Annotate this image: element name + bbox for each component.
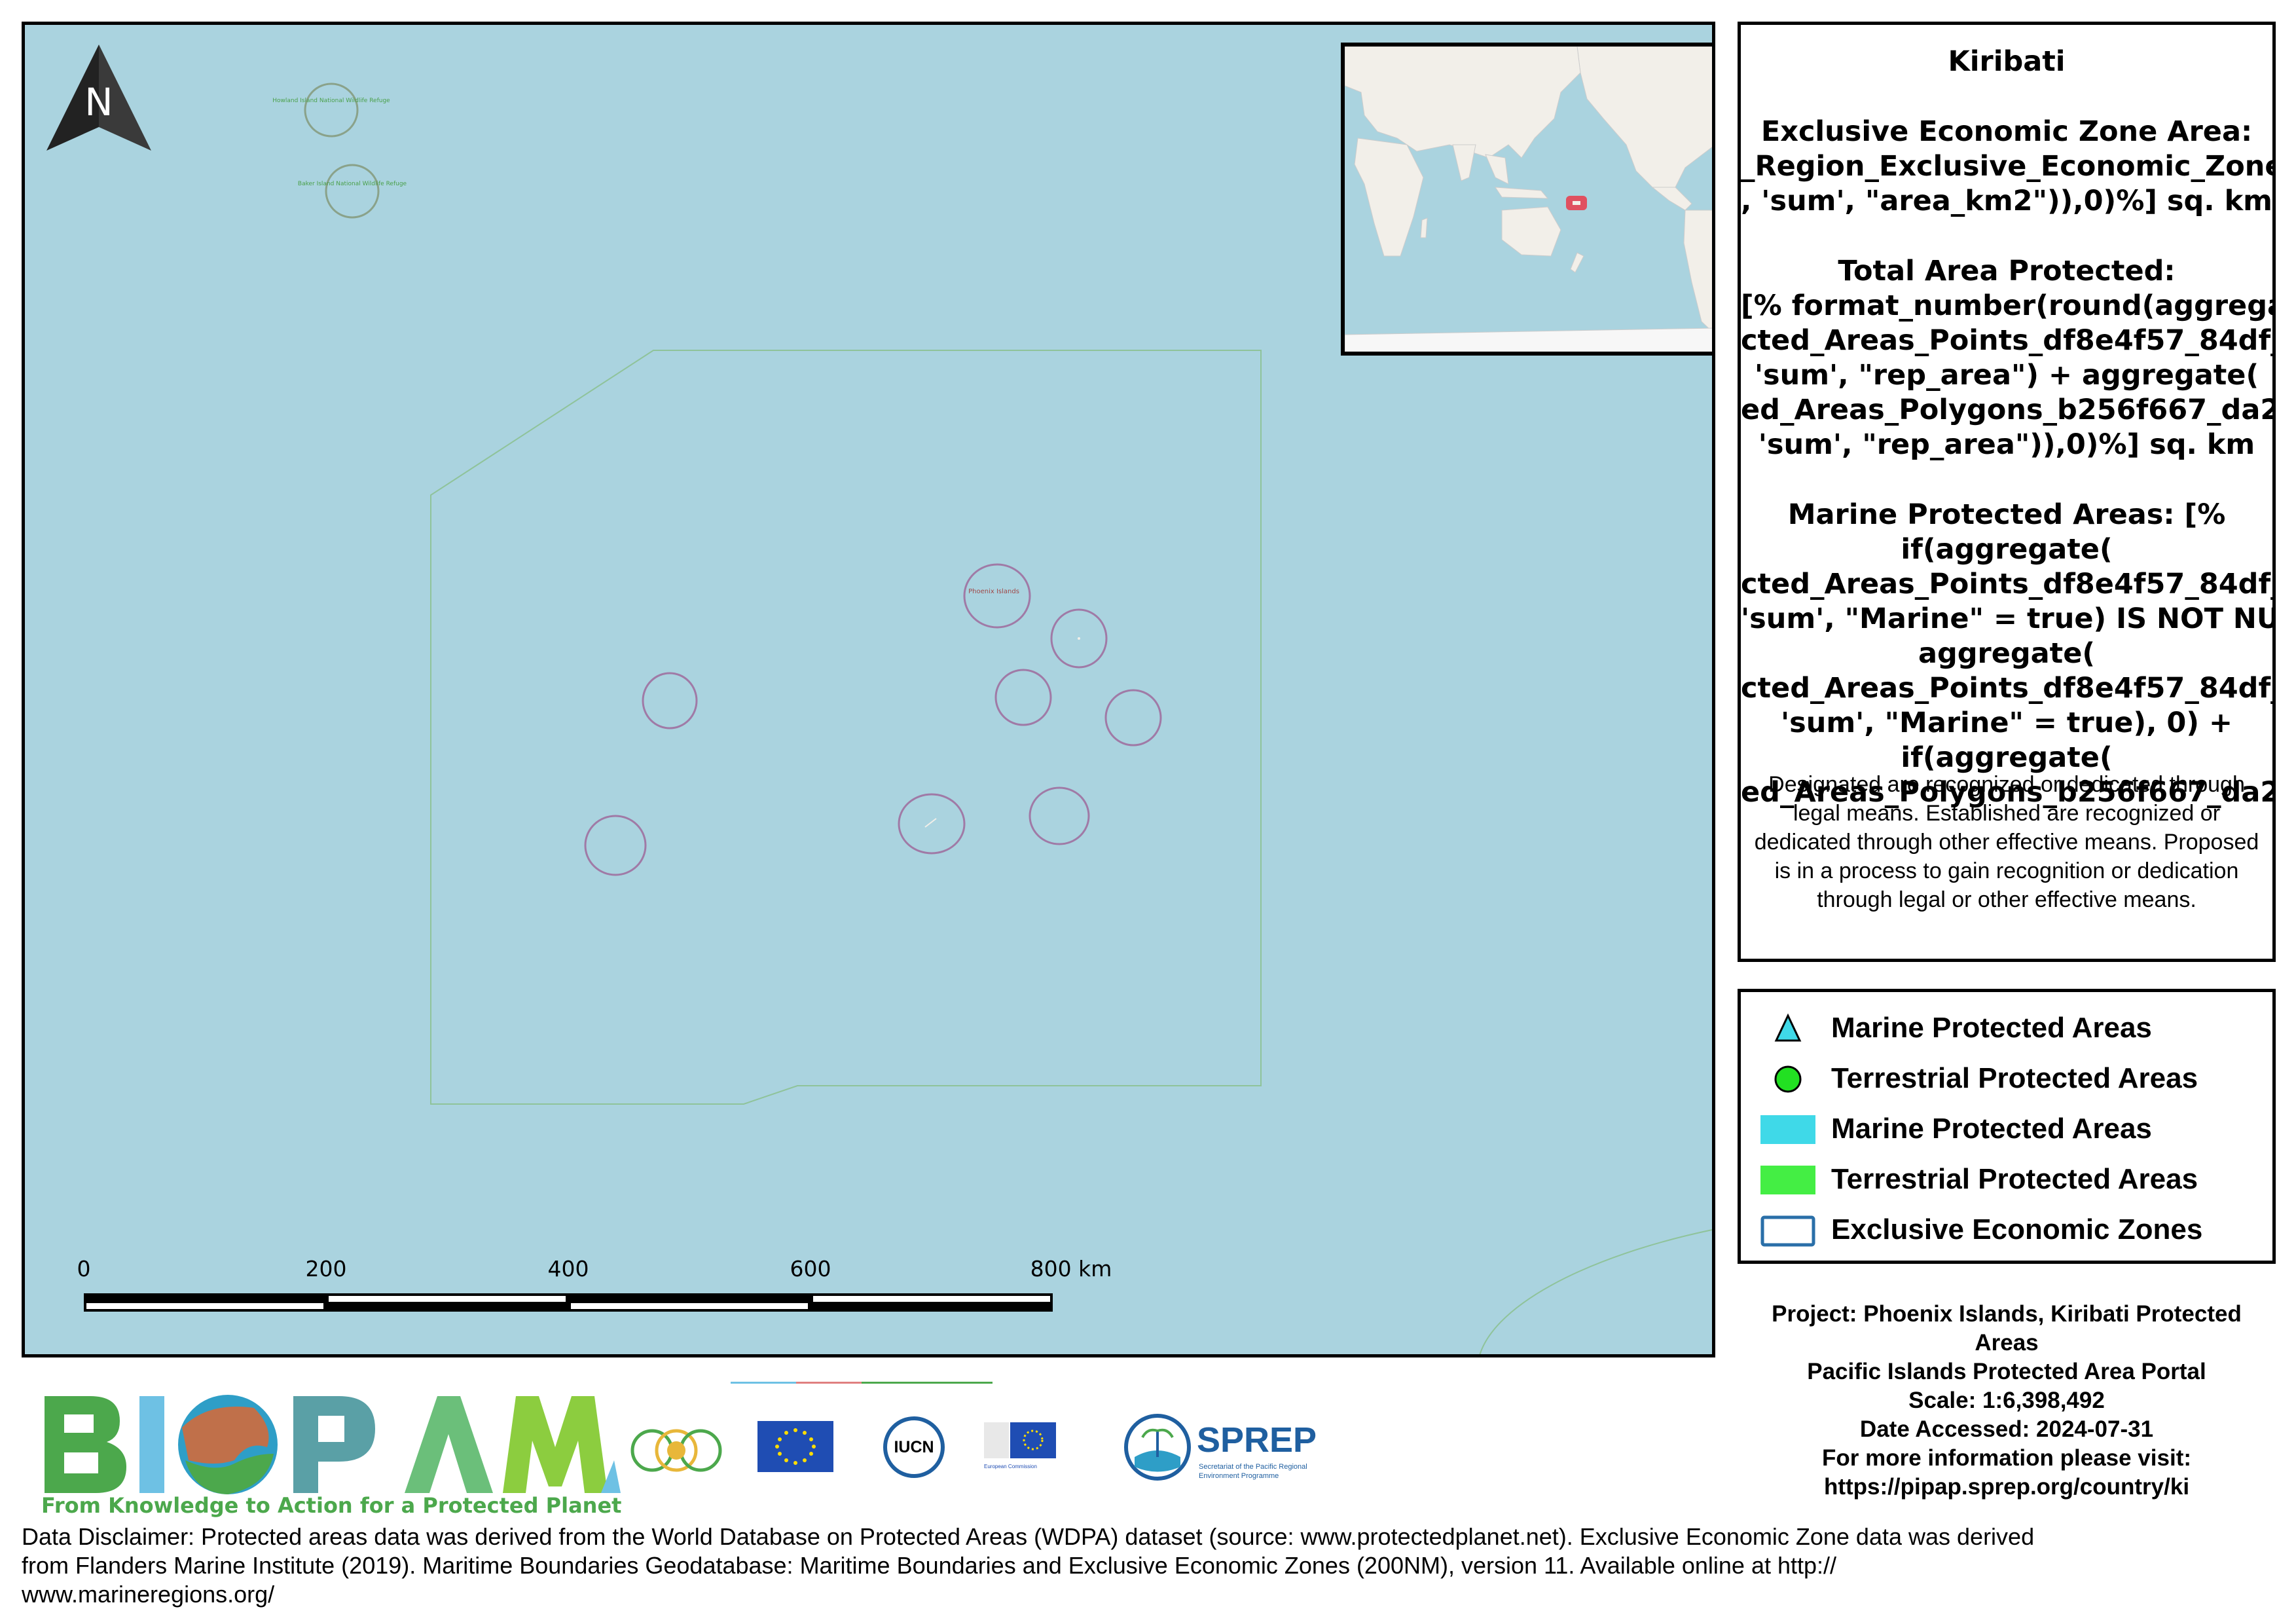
- mpa-expr-line: if(aggregate(: [1901, 741, 2113, 774]
- inset-world-map: [1345, 46, 1712, 352]
- data-disclaimer: Data Disclaimer: Protected areas data wa…: [22, 1522, 2274, 1609]
- main-map[interactable]: Howland Island National Wildlife Refuge …: [22, 22, 1715, 1357]
- sprep-wordmark: SPREP: [1197, 1420, 1317, 1460]
- mpa-expr-line: if(aggregate(: [1901, 533, 2113, 566]
- biopama-tagline: From Knowledge to Action for a Protected…: [41, 1493, 622, 1518]
- total-expr-line: 'sum', "rep_area")),0)%] sq. km: [1758, 428, 2255, 461]
- date-accessed: Date Accessed: 2024-07-31: [1859, 1416, 2154, 1442]
- mpa-expr-line: Marine Protected Areas: [%: [1787, 498, 2226, 531]
- island-pa-circle[interactable]: [994, 669, 1052, 726]
- country-url[interactable]: https://pipap.sprep.org/country/ki: [1823, 1474, 2190, 1500]
- mpa-expr-line: 'sum', "Marine" = true), 0) +: [1780, 707, 2232, 739]
- fill-swatch-icon: [1760, 1166, 1815, 1194]
- outline-swatch-icon: [1760, 1215, 1815, 1247]
- inset-locator-map[interactable]: [1341, 43, 1712, 356]
- total-heading: Total Area Protected:: [1838, 255, 2176, 287]
- legend-label: Marine Protected Areas: [1831, 1113, 2152, 1145]
- total-expr-line: ed_Areas_Polygons_b256f667_da27_4: [1741, 394, 2276, 426]
- howland-label: Howland Island National Wildlife Refuge: [272, 98, 390, 104]
- mpa-expr-line: ed_Areas_Polygons_b256f667_da27_4: [1741, 776, 2276, 809]
- biopama-logo: [45, 1395, 621, 1494]
- phoenix-label: Phoenix Islands: [968, 588, 1019, 595]
- scale-tick-200: 200: [305, 1256, 347, 1282]
- mpa-expr-line: 'sum', "Marine" = true) IS NOT NULL,: [1741, 602, 2276, 635]
- iucn-logo: IUCN: [883, 1416, 945, 1478]
- disclaimer-line: from Flanders Marine Institute (2019). M…: [22, 1552, 1837, 1579]
- legend-label: Marine Protected Areas: [1831, 1012, 2152, 1044]
- project-line: Project: Phoenix Islands, Kiribati Prote…: [1772, 1301, 2242, 1327]
- scale-tick-600: 600: [790, 1256, 831, 1282]
- legend: Marine Protected Areas Terrestrial Prote…: [1738, 989, 2276, 1264]
- circle-icon: [1774, 1065, 1802, 1093]
- color-strip: [731, 1382, 993, 1384]
- eez-expr-line: , 'sum', "area_km2")),0)%] sq. km: [1741, 185, 2272, 217]
- european-commission-logo: European Commission: [984, 1422, 1056, 1469]
- partner-logos: From Knowledge to Action for a Protected…: [22, 1382, 1370, 1526]
- island-pa-circle[interactable]: [898, 793, 966, 855]
- portal-name: Pacific Islands Protected Area Portal: [1807, 1359, 2206, 1384]
- baker-label: Baker Island National Wildlife Refuge: [298, 181, 407, 187]
- status-description: Designated are recognized or dedicated t…: [1754, 772, 2259, 912]
- legend-item-mpa-polygon: Marine Protected Areas: [1741, 1107, 2272, 1153]
- triangle-icon: [1774, 1013, 1802, 1042]
- scale-tick-400: 400: [547, 1256, 589, 1282]
- total-expr-line: cted_Areas_Points_df8e4f57_84df_483: [1741, 324, 2272, 357]
- island-pa-circle[interactable]: [642, 672, 698, 729]
- total-expr-line: 'sum', "rep_area") + aggregate(: [1754, 359, 2259, 392]
- legend-label: Terrestrial Protected Areas: [1831, 1163, 2198, 1195]
- acp-logo: [630, 1429, 722, 1472]
- baker-island-pa[interactable]: Baker Island National Wildlife Refuge: [298, 164, 407, 219]
- legend-label: Exclusive Economic Zones: [1831, 1213, 2203, 1246]
- legend-item-mpa-point: Marine Protected Areas: [1741, 1006, 2272, 1052]
- mpa-expr-line: cted_Areas_Points_df8e4f57_84df_483: [1741, 672, 2272, 705]
- legend-item-eez: Exclusive Economic Zones: [1741, 1208, 2272, 1254]
- north-arrow: N: [43, 42, 155, 157]
- scale-tick-800: 800 km: [1030, 1256, 1112, 1282]
- north-letter: N: [84, 80, 113, 124]
- ec-wordmark: European Commission: [984, 1464, 1037, 1469]
- legend-item-tpa-point: Terrestrial Protected Areas: [1741, 1057, 2272, 1103]
- scale-tick-0: 0: [77, 1256, 91, 1282]
- scale-bar-graphic: [84, 1293, 1053, 1312]
- eez-heading: Exclusive Economic Zone Area:: [1760, 115, 2253, 148]
- mpa-expr-line: aggregate(: [1918, 637, 2096, 670]
- fill-swatch-icon: [1760, 1115, 1815, 1144]
- project-line: Areas: [1975, 1330, 2039, 1356]
- map-metadata: Project: Phoenix Islands, Kiribati Prote…: [1738, 1300, 2276, 1502]
- sprep-subtitle: Secretariat of the Pacific Regional: [1199, 1463, 1307, 1471]
- country-title: Kiribati: [1948, 45, 2066, 78]
- iucn-wordmark: IUCN: [894, 1438, 934, 1456]
- legend-label: Terrestrial Protected Areas: [1831, 1062, 2198, 1094]
- sprep-logo: SPREP Secretariat of the Pacific Regiona…: [1124, 1414, 1317, 1481]
- eez-expr-line: _Region_Exclusive_Economic_Zones: [1741, 150, 2276, 183]
- sprep-subtitle: Environment Programme: [1199, 1472, 1279, 1480]
- island-pa-circle[interactable]: [584, 815, 647, 876]
- total-expr-line: [% format_number(round(aggregate(: [1741, 289, 2276, 322]
- map-canvas: Howland Island National Wildlife Refuge …: [272, 83, 1712, 1354]
- island-pa-circle[interactable]: [1050, 608, 1108, 669]
- eu-flag-logo: [757, 1421, 833, 1472]
- island-pa-circle[interactable]: [1104, 689, 1162, 747]
- eez-boundary-neighbor: [1479, 1229, 1712, 1354]
- legend-item-tpa-polygon: Terrestrial Protected Areas: [1741, 1158, 2272, 1204]
- disclaimer-line: www.marineregions.org/: [22, 1581, 275, 1608]
- eez-boundary: [430, 350, 1262, 1105]
- phoenix-islands-pa[interactable]: Phoenix Islands: [963, 563, 1031, 629]
- disclaimer-line: Data Disclaimer: Protected areas data wa…: [22, 1523, 2035, 1550]
- map-scale: Scale: 1:6,398,492: [1908, 1388, 2105, 1413]
- mpa-expr-line: cted_Areas_Points_df8e4f57_84df_483: [1741, 568, 2272, 600]
- scale-bar: 0 200 400 600 800 km: [58, 1256, 1112, 1354]
- howland-island-pa[interactable]: Howland Island National Wildlife Refuge: [272, 83, 390, 138]
- more-info: For more information please visit:: [1822, 1445, 2191, 1471]
- island-pa-circle[interactable]: [1029, 786, 1090, 845]
- info-panel: Kiribati Exclusive Economic Zone Area: _…: [1738, 22, 2276, 962]
